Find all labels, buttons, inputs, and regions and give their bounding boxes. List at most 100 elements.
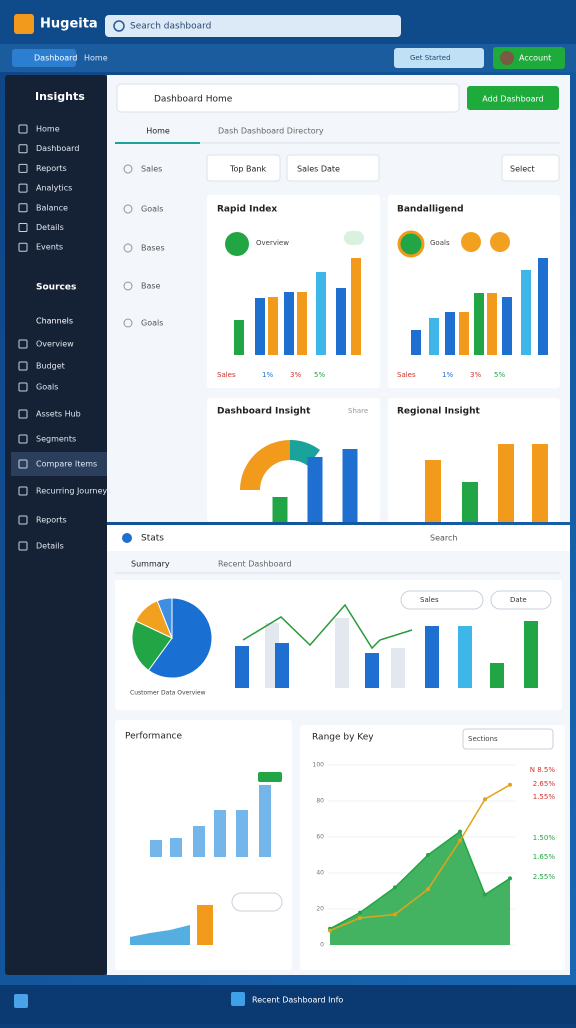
filter-button[interactable] [394,48,484,68]
nav-item[interactable]: Details [36,223,64,232]
list-item[interactable]: Sales [141,165,162,174]
bar [342,449,358,522]
bar [234,320,244,355]
bar [490,663,504,688]
nav-item[interactable]: Analytics [36,184,72,193]
taskbar-label[interactable]: Recent Dashboard Info [252,996,343,1005]
nav-item[interactable]: Dashboard [36,144,79,153]
list-icon [123,318,133,328]
filter[interactable]: Select [510,165,535,174]
bar [502,297,512,355]
footer-label: 5% [314,371,325,379]
footer-label: Sales [397,371,416,379]
bar [170,838,182,857]
area [130,925,190,945]
bar [236,810,248,857]
menu-button[interactable] [462,728,554,750]
menu-label[interactable]: Sections [468,735,498,743]
nav-icon [18,486,28,496]
line [242,603,413,650]
bar [235,646,249,688]
search-placeholder[interactable]: Search [430,534,457,543]
nav-item[interactable]: Reports [36,516,67,525]
filter[interactable]: Top Bank [229,165,267,174]
bar [445,312,455,355]
panel-title: Dashboard Home [154,95,233,105]
bar [462,482,478,522]
bar [197,905,213,945]
bar [538,258,548,355]
logo [14,14,34,34]
panel-title: Stats [141,534,164,544]
filter-chip[interactable] [231,892,283,912]
bar [391,648,405,688]
search-box[interactable] [105,15,401,37]
nav-item[interactable]: Goals [36,383,58,392]
chart-caption: Customer Data Overview [130,690,206,697]
nav-icon [18,409,28,419]
list-item[interactable]: Goals [141,319,163,328]
nav-link[interactable]: Home [84,54,108,63]
card-title: Regional Insight [397,407,480,417]
tab[interactable]: Home [146,127,170,136]
nav-item[interactable]: Balance [36,203,68,212]
legend-label: Goals [430,239,450,247]
button-label[interactable]: Add Dashboard [482,95,543,104]
filter-chip[interactable] [206,154,281,182]
filter[interactable]: Sales [420,596,439,604]
search-icon [113,20,125,32]
app-icon[interactable] [231,992,245,1006]
add-button[interactable] [467,86,559,110]
nav-item[interactable]: Reports [36,164,67,173]
search-placeholder[interactable]: Search dashboard [130,22,211,32]
bar [297,292,307,355]
start-icon[interactable] [14,994,28,1008]
bar [193,826,205,857]
list-icon [123,204,133,214]
nav-item[interactable]: Recurring Journeys [36,487,111,496]
nav-item[interactable]: Home [36,125,60,134]
nav-item[interactable]: Details [36,542,64,551]
stat-label: 1.50% [533,834,556,842]
badge [490,232,510,252]
bar [498,444,514,522]
nav-item[interactable]: Assets Hub [36,410,81,419]
list-item[interactable]: Goals [141,205,163,214]
tab[interactable]: Summary [131,560,170,569]
filter-chip[interactable] [400,590,484,610]
sidebar [5,75,107,975]
filter[interactable]: Date [510,596,527,604]
tab[interactable]: Dash Dashboard Directory [218,127,324,136]
bar [524,621,538,688]
nav-section[interactable]: Sources [36,283,76,293]
bar [429,318,439,355]
point [483,797,487,802]
legend-label: Share [348,407,368,415]
nav-icon [18,183,28,193]
filter[interactable]: Sales Date [297,165,340,174]
nav-item[interactable]: Segments [36,435,76,444]
stat-label: N 8.5% [530,766,556,774]
nav-item[interactable]: Compare Items [36,460,97,469]
nav-item[interactable]: Events [36,243,63,252]
bar [275,643,289,688]
nav-group[interactable]: Channels [36,317,73,326]
filter-chip[interactable] [286,154,380,182]
nav-item[interactable]: Overview [36,340,74,349]
nav-icon [18,541,28,551]
nav-item[interactable]: Budget [36,362,65,371]
tab-label[interactable]: Dashboard [34,54,77,63]
filter-chip[interactable] [490,590,552,610]
button-label[interactable]: Account [519,54,551,63]
list-item[interactable]: Base [141,282,161,291]
button-label[interactable]: Get Started [410,54,451,62]
list-item[interactable]: Bases [141,244,165,253]
bar [459,312,469,355]
tab[interactable]: Recent Dashboard [218,560,292,569]
point [508,876,512,881]
nav-icon [18,339,28,349]
tab-button[interactable] [12,49,76,67]
filter-chip[interactable] [501,154,560,182]
pie-slice [156,597,173,639]
